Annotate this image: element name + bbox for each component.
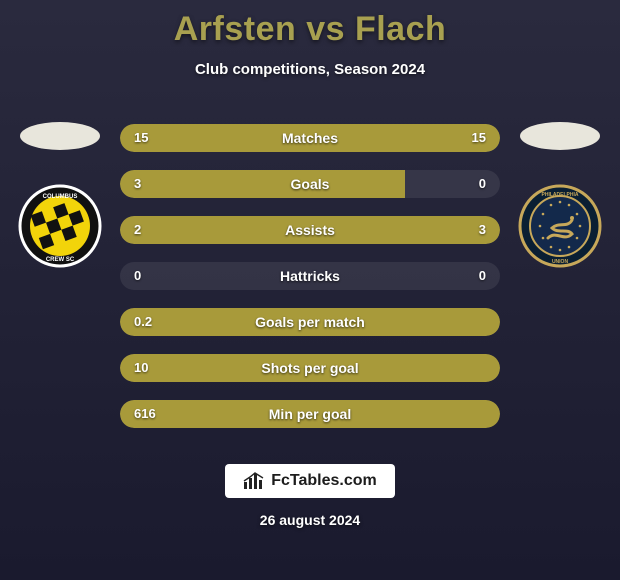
left-club-crest: COLUMBUS CREW SC — [18, 184, 102, 268]
right-player-silhouette — [520, 122, 600, 150]
columbus-crew-crest-icon: COLUMBUS CREW SC — [18, 184, 102, 268]
stat-row: 1515Matches — [120, 124, 500, 152]
stat-label: Min per goal — [120, 400, 500, 428]
stat-label: Hattricks — [120, 262, 500, 290]
right-player-column: PHILADELPHIA UNION — [510, 110, 610, 268]
stats-bars: 1515Matches 30Goals 23Assists 00Hattricks 0.… — [110, 124, 510, 428]
philadelphia-union-crest-icon: PHILADELPHIA UNION — [518, 184, 602, 268]
stat-label: Goals — [120, 170, 500, 198]
right-club-crest: PHILADELPHIA UNION — [518, 184, 602, 268]
snapshot-date: 26 august 2024 — [260, 512, 360, 528]
svg-text:CREW SC: CREW SC — [46, 257, 75, 263]
stat-row: 0.2Goals per match — [120, 308, 500, 336]
svg-text:COLUMBUS: COLUMBUS — [43, 194, 78, 200]
svg-text:UNION: UNION — [552, 259, 569, 265]
brand-text: FcTables.com — [271, 472, 377, 490]
stat-label: Assists — [120, 216, 500, 244]
left-player-column: COLUMBUS CREW SC — [10, 110, 110, 268]
bars-chart-icon — [243, 472, 265, 490]
stat-row: 616Min per goal — [120, 400, 500, 428]
stat-label: Shots per goal — [120, 354, 500, 382]
stat-label: Goals per match — [120, 308, 500, 336]
stat-row: 10Shots per goal — [120, 354, 500, 382]
stat-row: 30Goals — [120, 170, 500, 198]
comparison-subtitle: Club competitions, Season 2024 — [0, 61, 620, 78]
stat-label: Matches — [120, 124, 500, 152]
stat-row: 00Hattricks — [120, 262, 500, 290]
svg-text:PHILADELPHIA: PHILADELPHIA — [542, 192, 579, 198]
stat-row: 23Assists — [120, 216, 500, 244]
comparison-title: Arfsten vs Flach — [0, 0, 620, 49]
footer: FcTables.com 26 august 2024 — [0, 464, 620, 528]
left-player-silhouette — [20, 122, 100, 150]
brand-badge[interactable]: FcTables.com — [225, 464, 395, 498]
comparison-body: COLUMBUS CREW SC 1515Matches 30Goals 23Ass… — [0, 110, 620, 428]
